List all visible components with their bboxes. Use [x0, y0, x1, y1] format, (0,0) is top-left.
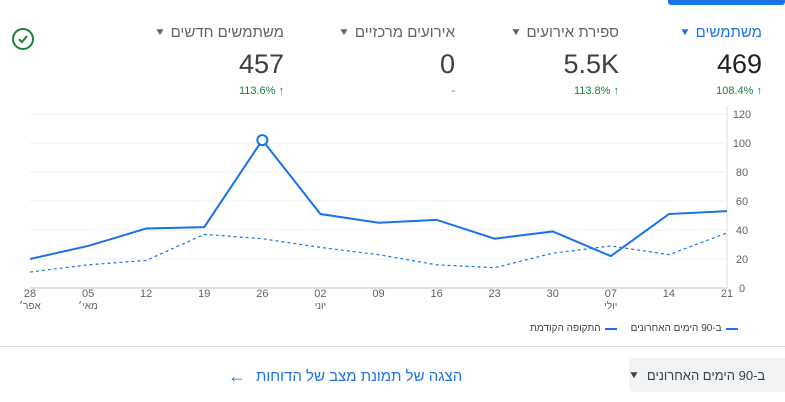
metric-label: משתמשים ▼ [678, 24, 762, 41]
metric-change: 113.6% ↑ [238, 85, 284, 97]
metric-key-events[interactable]: אירועים מרכזיים ▼ 0 - [305, 24, 455, 97]
arrow-left-icon: ← [228, 366, 246, 386]
view-reports-label: הצגה של תמונת מצב של הדוחות [256, 368, 463, 385]
x-tick-sublabel: מאי׳ [78, 301, 98, 312]
x-tick-label: 12 [140, 288, 152, 300]
metric-change: - [451, 85, 455, 97]
arrow-up-icon: ↑ [275, 85, 284, 97]
highlight-point [256, 134, 269, 147]
y-tick-label: 20 [736, 254, 748, 266]
x-tick-sublabel: אפר׳ [19, 301, 41, 312]
x-tick-label: 23 [489, 288, 501, 300]
arrow-up-icon: ↑ [753, 85, 762, 97]
metric-event-count[interactable]: ספירת אירועים ▼ 5.5K 113.8% ↑ [469, 24, 619, 97]
x-tick-label: 05 [82, 288, 94, 300]
series-line-previous-period [29, 232, 728, 273]
arrow-up-icon: ↑ [610, 85, 619, 97]
dropdown-arrow-icon[interactable]: ▼ [678, 27, 691, 38]
x-tick-label: 30 [547, 288, 559, 300]
x-tick-label: 26 [256, 288, 268, 300]
active-tab-indicator [668, 0, 785, 5]
metric-value: 0 [439, 49, 455, 79]
dropdown-arrow-icon[interactable]: ▼ [509, 27, 522, 38]
legend-previous: התקופה הקודמת [530, 323, 617, 334]
x-tick-sublabel: יולי [604, 300, 617, 312]
x-tick-label: 07 [605, 288, 617, 300]
y-axis: 0 20 40 60 80 100 120 [733, 109, 751, 295]
dropdown-arrow-icon[interactable]: ▼ [337, 27, 350, 38]
dropdown-arrow-icon[interactable]: ▼ [153, 27, 166, 38]
x-tick-label: 21 [721, 288, 733, 300]
legend-current: ב-90 הימים האחרונים [631, 323, 738, 334]
y-tick-label: 80 [736, 167, 748, 179]
y-tick-label: 0 [739, 283, 745, 295]
check-circle-icon[interactable] [12, 28, 34, 50]
metric-change: 108.4% ↑ [716, 85, 762, 97]
metric-label: אירועים מרכזיים ▼ [337, 24, 455, 41]
solid-line-swatch [725, 327, 738, 330]
x-tick-label: 09 [372, 288, 384, 300]
metric-users[interactable]: משתמשים ▼ 469 108.4% ↑ [612, 24, 762, 97]
series-line-last-90-days [29, 138, 728, 260]
view-reports-link[interactable]: ← הצגה של תמונת מצב של הדוחות [228, 366, 462, 387]
x-tick-sublabel: יוני [315, 301, 327, 312]
chart-grid [30, 106, 728, 289]
metric-value: 469 [716, 49, 762, 79]
metric-change: 113.8% ↑ [573, 85, 619, 97]
metric-value: 457 [238, 49, 284, 79]
dropdown-arrow-icon: ▼ [628, 369, 640, 381]
metric-new-users[interactable]: משתמשים חדשים ▼ 457 113.6% ↑ [134, 24, 284, 97]
x-tick-label: 02 [314, 288, 326, 300]
x-tick-label: 19 [198, 288, 210, 300]
y-tick-label: 100 [733, 138, 751, 150]
x-tick-label: 14 [663, 288, 675, 300]
footer-divider [0, 346, 785, 347]
date-range-dropdown[interactable]: ב-90 הימים האחרונים ▼ [628, 358, 785, 392]
y-tick-label: 40 [736, 225, 748, 237]
y-tick-label: 60 [736, 196, 748, 208]
metric-value: 5.5K [563, 49, 619, 79]
dashed-line-swatch [604, 327, 617, 330]
x-tick-label: 16 [430, 288, 442, 300]
x-tick-label: 28 [24, 288, 36, 300]
metric-label: משתמשים חדשים ▼ [153, 24, 284, 41]
date-range-label: ב-90 הימים האחרונים [646, 367, 766, 383]
chart-legend: ב-90 הימים האחרונים התקופה הקודמת [530, 323, 738, 334]
y-tick-label: 120 [733, 109, 751, 121]
chart-series [29, 134, 728, 273]
metric-label: ספירת אירועים ▼ [509, 24, 619, 41]
